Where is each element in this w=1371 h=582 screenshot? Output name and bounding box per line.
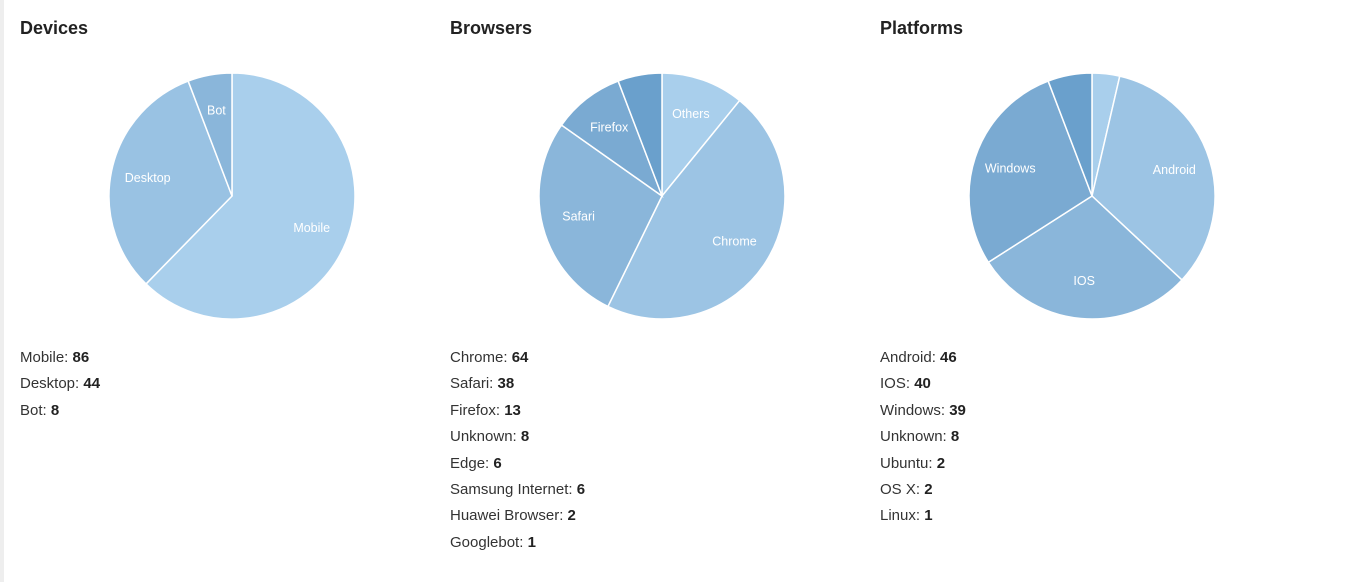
stat-label: Desktop: — [20, 375, 80, 393]
stat-value: 64 — [511, 349, 529, 366]
slice-label: Android — [1153, 163, 1196, 177]
pie-slice — [1047, 72, 1093, 197]
panel-title: Devices — [20, 18, 89, 38]
stat-value: 39 — [949, 401, 966, 419]
stat-row: Android: 46 — [880, 347, 966, 373]
stat-value: 6 — [576, 480, 586, 498]
slice-label: Mobile — [293, 221, 330, 235]
panel-title: Platforms — [880, 18, 964, 38]
stat-label: Ubuntu: — [880, 454, 933, 472]
slice-label: Chrome — [712, 235, 757, 249]
stat-value: 40 — [914, 375, 931, 393]
stat-label: Windows: — [880, 401, 946, 419]
pie-slice — [187, 72, 233, 197]
stat-row: IOS: 40 — [880, 373, 966, 399]
pie-slice — [987, 195, 1183, 320]
panel: Platforms Android IOS Windows Android: 46 IOS… — [880, 0, 1300, 582]
stat-label: Chrome: — [450, 349, 508, 366]
stat-label: Unknown: — [880, 428, 947, 446]
stat-list: Chrome: 64 Safari: 38 Firefox: 13 Unknown: … — [450, 347, 585, 558]
stat-row: Ubuntu: 2 — [880, 453, 966, 479]
stat-row: Bot: 8 — [20, 400, 100, 426]
slice-label: Others — [672, 107, 710, 121]
stat-row: Desktop: 44 — [20, 373, 100, 399]
pie-chart: Mobile Desktop Bot — [108, 72, 356, 320]
slice-label: Firefox — [590, 120, 629, 134]
stat-row: Googlebot: 1 — [450, 532, 585, 558]
stat-list: Mobile: 86 Desktop: 44 Bot: 8 — [20, 347, 100, 426]
stat-label: Safari: — [450, 375, 494, 393]
stat-row: Safari: 38 — [450, 373, 585, 399]
stat-label: Unknown: — [450, 428, 517, 446]
stat-value: 1 — [527, 533, 536, 551]
stat-value: 2 — [567, 507, 576, 525]
stat-value: 46 — [940, 349, 957, 366]
pie-slice — [606, 99, 786, 320]
stat-row: Firefox: 13 — [450, 400, 585, 426]
panel-title: Browsers — [450, 18, 533, 38]
left-border — [0, 0, 4, 582]
stat-value: 2 — [924, 480, 933, 498]
slice-label: Safari — [562, 210, 595, 224]
pie-slice — [968, 80, 1093, 264]
stat-label: Edge: — [450, 454, 490, 472]
stat-row: Edge: 6 — [450, 453, 585, 479]
stat-value: 38 — [497, 375, 515, 393]
stat-label: Googlebot: — [450, 533, 524, 551]
slice-label: Bot — [207, 104, 226, 118]
stat-label: IOS: — [880, 375, 911, 393]
pie-slice — [661, 72, 741, 199]
slice-label: Desktop — [125, 171, 171, 185]
stat-value: 2 — [936, 454, 946, 472]
stat-label: OS X: — [880, 480, 921, 498]
stat-row: Linux: 1 — [880, 505, 966, 531]
pie-slice — [1091, 75, 1216, 282]
stat-label: Android: — [880, 349, 936, 366]
stat-row: Chrome: 64 — [450, 347, 585, 373]
stat-label: Bot: — [20, 401, 47, 419]
stat-row: Windows: 39 — [880, 400, 966, 426]
stat-label: Samsung Internet: — [450, 480, 573, 498]
pie-chart: Android IOS Windows — [968, 72, 1216, 320]
stat-row: Mobile: 86 — [20, 347, 100, 373]
stat-row: Huawei Browser: 2 — [450, 505, 585, 531]
slice-label: IOS — [1073, 274, 1095, 288]
stat-value: 6 — [493, 454, 502, 472]
pie-slice — [108, 80, 233, 286]
stat-label: Mobile: — [20, 349, 69, 366]
stat-row: Unknown: 8 — [450, 426, 585, 452]
stat-row: Unknown: 8 — [880, 426, 966, 452]
stat-value: 8 — [950, 428, 960, 446]
stat-value: 8 — [520, 428, 530, 446]
pie-slice — [538, 124, 663, 308]
stat-value: 13 — [504, 401, 521, 419]
stat-value: 44 — [83, 375, 101, 393]
panel: Devices Mobile Desktop Bot Mobile: 86 Desktop… — [20, 0, 440, 582]
stat-row: Samsung Internet: 6 — [450, 479, 585, 505]
stat-value: 1 — [924, 507, 933, 525]
stat-value: 8 — [50, 401, 60, 419]
stat-value: 86 — [72, 349, 90, 366]
stat-label: Linux: — [880, 507, 921, 525]
stat-label: Firefox: — [450, 401, 501, 419]
slice-label: Windows — [985, 161, 1036, 175]
stat-row: OS X: 2 — [880, 479, 966, 505]
stat-label: Huawei Browser: — [450, 507, 564, 525]
pie-chart: Others Chrome Safari Firefox — [538, 72, 786, 320]
pie-slice — [617, 72, 663, 197]
panel: Browsers Others Chrome Safari Firefox Chrome:… — [450, 0, 870, 582]
pie-slice — [144, 72, 356, 320]
